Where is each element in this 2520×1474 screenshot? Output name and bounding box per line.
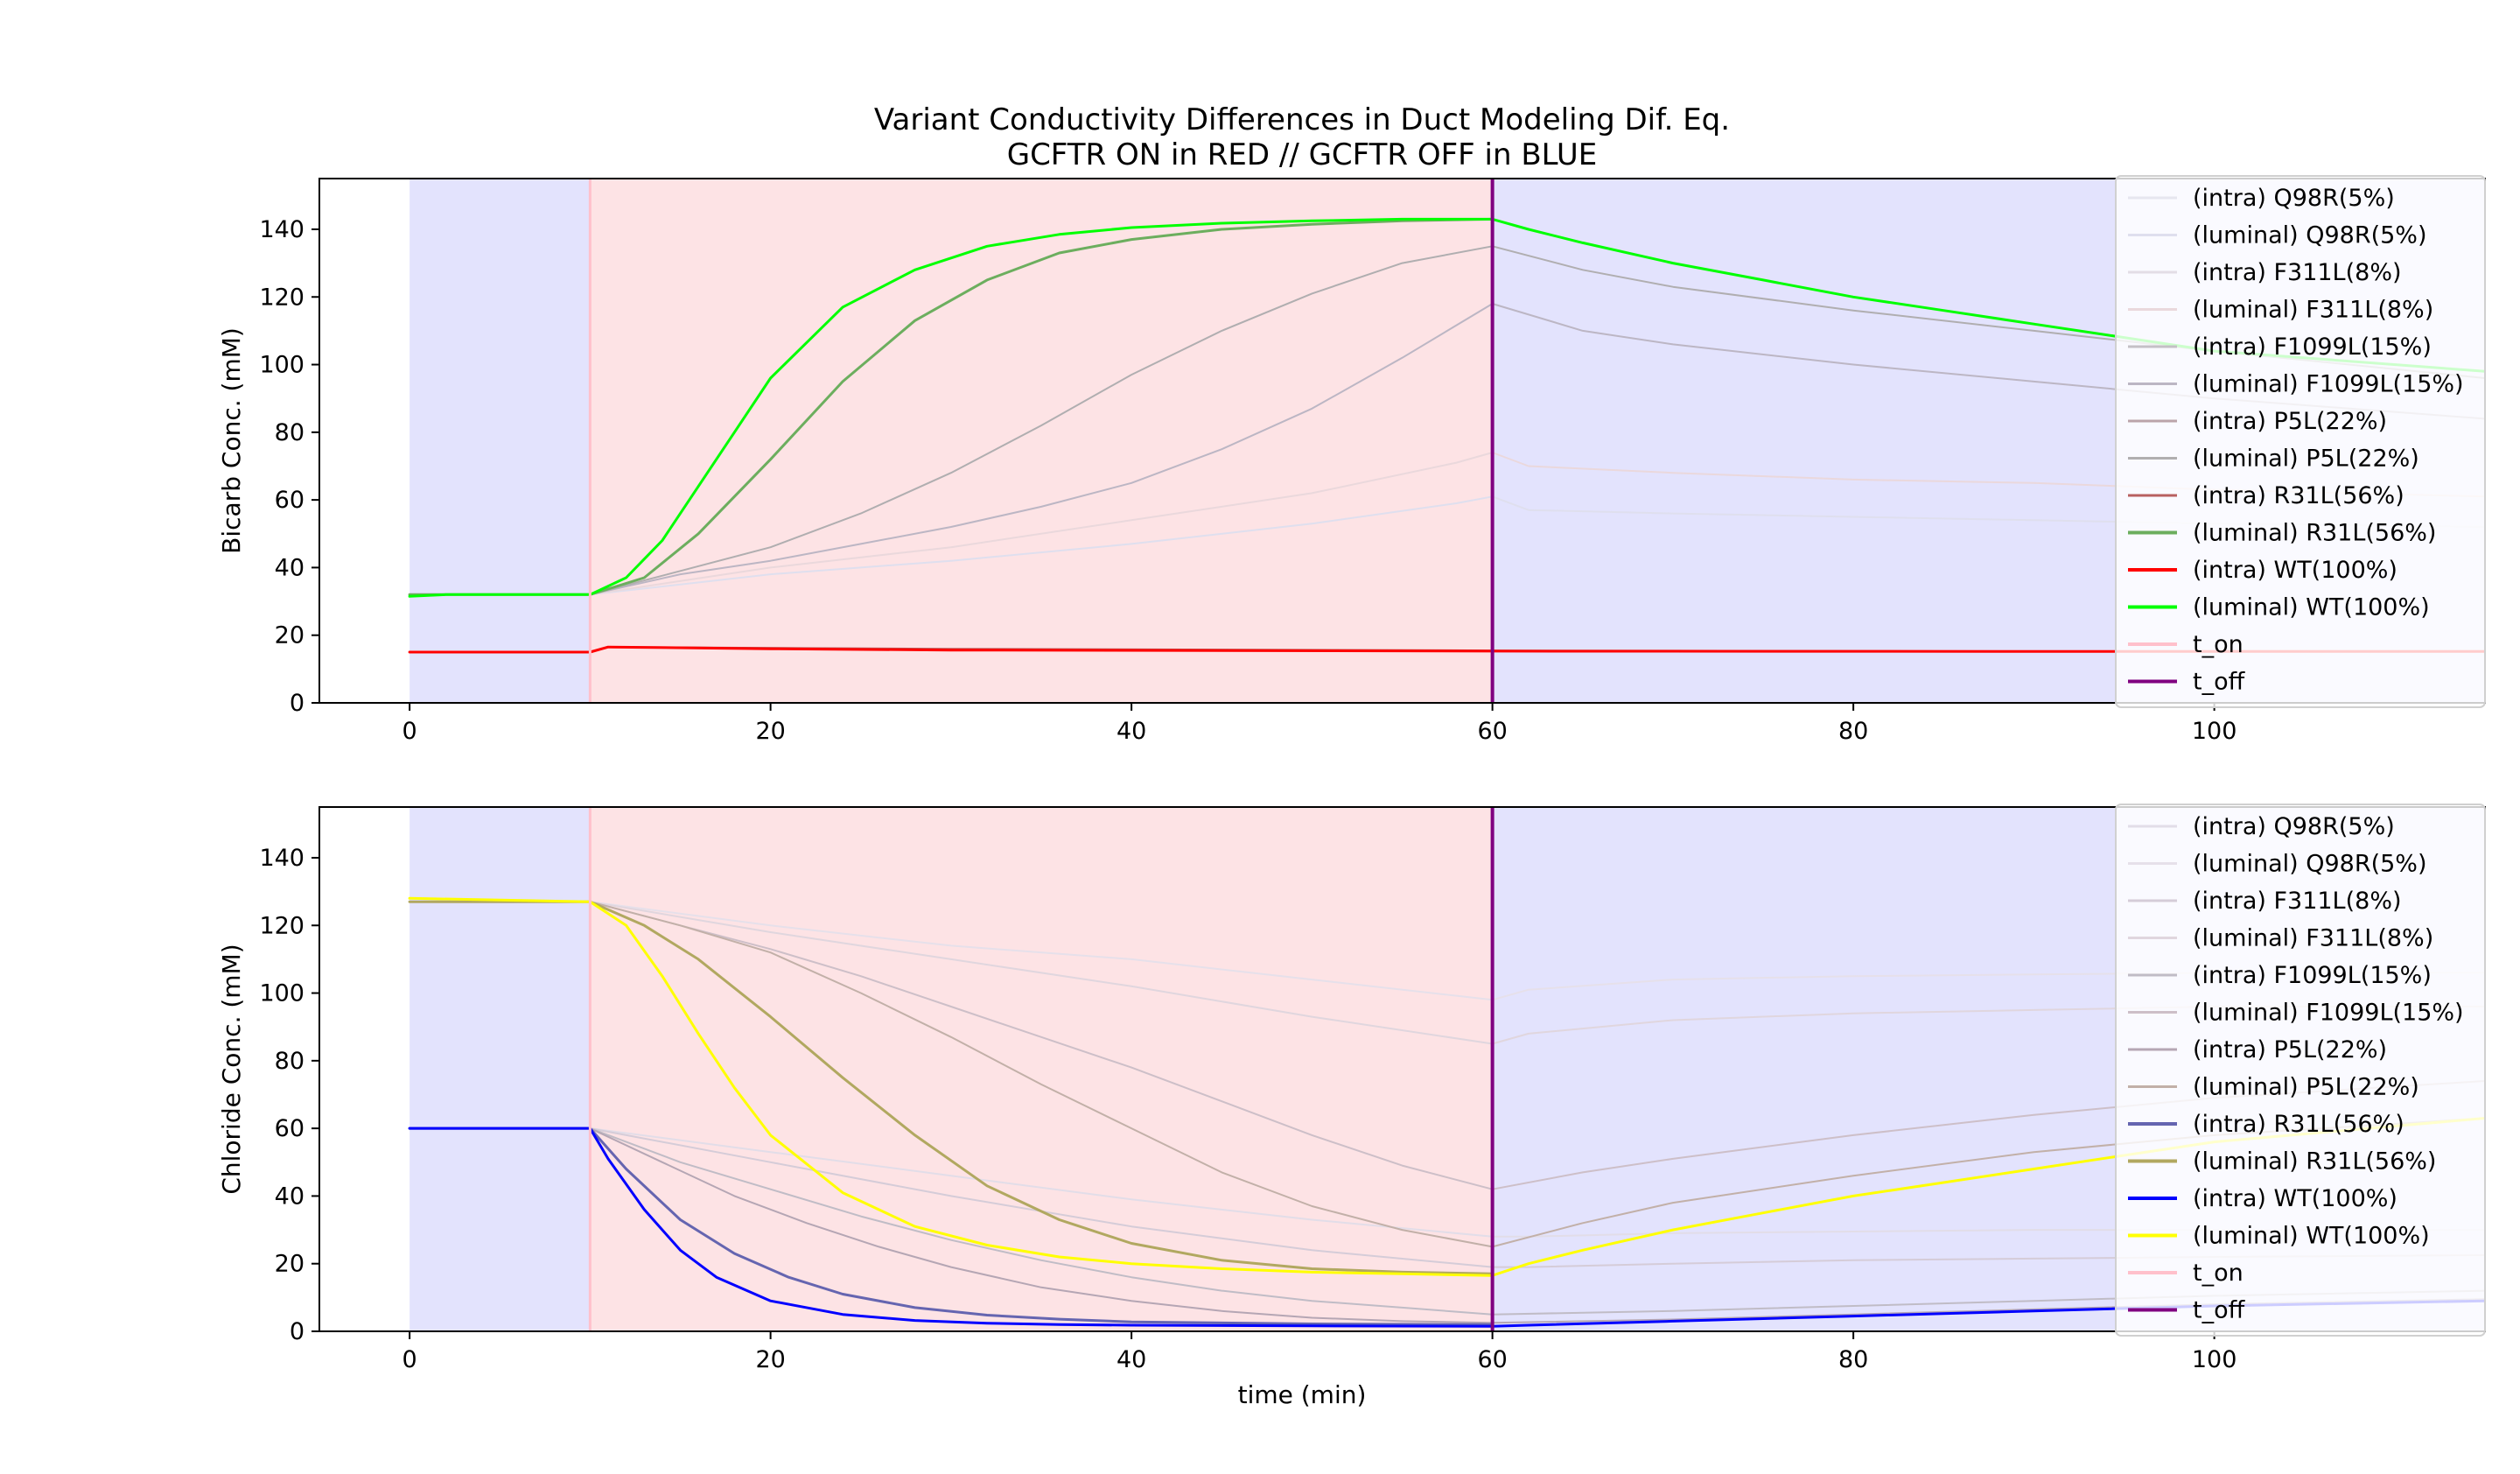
legend-box [2115, 804, 2486, 1337]
x-tick-label: 20 [755, 1346, 785, 1373]
series-line-5 [409, 901, 2485, 1190]
legend-entry: t_off [2193, 1297, 2246, 1324]
legend-entry: (luminal) F1099L(15%) [2193, 1000, 2464, 1027]
shaded-region-1 [590, 807, 1493, 1331]
legend-entry: (luminal) Q98R(5%) [2193, 222, 2427, 249]
series-line-10 [408, 1127, 2485, 1328]
series-line-7 [409, 901, 2485, 1248]
y-tick-label: 120 [259, 284, 304, 311]
legend-box [2115, 175, 2486, 708]
legend-entry: (intra) F311L(8%) [2193, 888, 2402, 915]
series-line-7 [409, 245, 2485, 596]
legend-entry: (intra) R31L(56%) [2193, 482, 2404, 509]
legend-entry: (luminal) WT(100%) [2193, 594, 2430, 621]
series-line-3 [409, 452, 2485, 596]
y-tick-label: 120 [259, 912, 304, 939]
y-axis-label: Chloride Conc. (mM) [217, 944, 246, 1194]
legend-entry: (intra) WT(100%) [2193, 1185, 2398, 1212]
y-tick-label: 140 [259, 845, 304, 872]
legend-entry: (luminal) P5L(22%) [2193, 1074, 2419, 1101]
legend-entry: (luminal) Q98R(5%) [2193, 851, 2427, 878]
series-line-8 [408, 1127, 1494, 1326]
legend-entry: (luminal) WT(100%) [2193, 1223, 2430, 1250]
legend-entry: (luminal) P5L(22%) [2193, 446, 2419, 473]
x-tick-label: 0 [402, 1346, 417, 1373]
shaded-region-0 [410, 807, 591, 1331]
legend-entry: t_off [2193, 669, 2246, 696]
series-line-9 [408, 217, 1494, 596]
y-tick-label: 0 [290, 690, 304, 717]
y-tick-label: 60 [275, 1115, 304, 1142]
x-tick-label: 60 [1477, 718, 1507, 745]
x-tick-label: 0 [402, 718, 417, 745]
legend-entry: (intra) P5L(22%) [2193, 1036, 2387, 1063]
series-line-1 [409, 495, 2485, 596]
series-line-6 [409, 1127, 2485, 1324]
x-tick-label: 20 [755, 718, 785, 745]
y-tick-label: 20 [275, 1251, 304, 1278]
shaded-region-1 [590, 179, 1493, 703]
series-line-10 [408, 645, 2485, 654]
legend-entry: (luminal) F311L(8%) [2193, 297, 2433, 324]
x-tick-label: 40 [1116, 1346, 1146, 1373]
legend-entry: (intra) P5L(22%) [2193, 408, 2387, 435]
series-line-4 [409, 1127, 2485, 1316]
legend-entry: (luminal) F311L(8%) [2193, 925, 2433, 952]
legend-entry: (intra) Q98R(5%) [2193, 185, 2395, 212]
legend-entry: (intra) F1099L(15%) [2193, 962, 2432, 989]
y-tick-label: 80 [275, 419, 304, 446]
x-tick-label: 100 [2192, 1346, 2237, 1373]
legend-entry: (intra) F1099L(15%) [2193, 333, 2432, 361]
legend-entry: t_on [2193, 631, 2244, 658]
bicarb-panel: 0 20 40 60 80 100 0 20 40 60 80 100 120 140 Bicarb Con… [217, 175, 2486, 745]
series-line-5 [409, 303, 2485, 596]
series-line-11 [408, 217, 2485, 598]
legend-entry: t_on [2193, 1260, 2244, 1287]
chart-subtitle: GCFTR ON in RED // GCFTR OFF in BLUE [1007, 137, 1598, 172]
legend-entry: (intra) Q98R(5%) [2193, 813, 2395, 840]
x-tick-label: 80 [1838, 718, 1868, 745]
legend-entry: (intra) R31L(56%) [2193, 1111, 2404, 1138]
y-tick-label: 40 [275, 554, 304, 581]
legend-entry: (luminal) F1099L(15%) [2193, 371, 2464, 398]
shaded-region-0 [410, 179, 591, 703]
x-tick-label: 40 [1116, 718, 1146, 745]
x-axis-label: time (min) [1238, 1380, 1367, 1409]
chloride-panel: 0 20 40 60 80 100 0 20 40 60 80 100 120 140 Chloride C… [217, 804, 2486, 1373]
y-tick-label: 80 [275, 1048, 304, 1075]
x-tick-label: 80 [1838, 1346, 1868, 1373]
y-tick-label: 40 [275, 1183, 304, 1210]
legend-entry: (intra) WT(100%) [2193, 557, 2398, 584]
legend-entry: (luminal) R31L(56%) [2193, 1148, 2436, 1176]
series-line-11 [408, 896, 2485, 1277]
y-tick-label: 100 [259, 352, 304, 379]
x-tick-label: 100 [2192, 718, 2237, 745]
legend-entry: (luminal) R31L(56%) [2193, 520, 2436, 547]
legend-entry: (intra) F311L(8%) [2193, 259, 2402, 286]
chart-title: Variant Conductivity Differences in Duct… [874, 102, 1730, 137]
y-tick-label: 100 [259, 980, 304, 1007]
y-tick-label: 60 [275, 487, 304, 514]
y-tick-label: 20 [275, 622, 304, 649]
y-axis-label: Bicarb Conc. (mM) [217, 327, 246, 554]
y-tick-label: 0 [290, 1318, 304, 1345]
series-line-9 [408, 900, 1494, 1275]
x-tick-label: 60 [1477, 1346, 1507, 1373]
y-tick-label: 140 [259, 216, 304, 243]
